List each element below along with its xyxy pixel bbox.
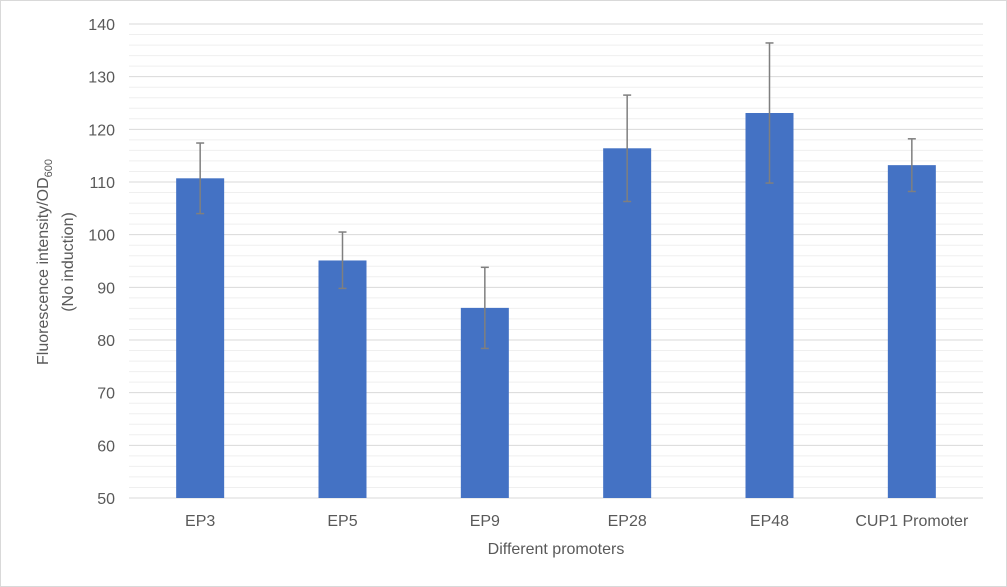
y-tick-label: 130 [88, 70, 115, 87]
y-tick-label: 80 [97, 333, 115, 350]
bar [176, 178, 225, 498]
y-tick-label: 100 [88, 228, 115, 245]
error-bar [480, 266, 489, 350]
y-tick-label: 140 [88, 17, 115, 34]
x-category-label: EP3 [185, 513, 215, 530]
y-axis-title: Fluorescence intensity/OD600 (No inducti… [35, 159, 77, 365]
y-tick-label: 90 [97, 280, 115, 297]
y-axis-title-main: Fluorescence intensity/OD [35, 177, 52, 365]
y-tick-label: 70 [97, 386, 115, 403]
error-bar [338, 231, 347, 290]
x-category-labels: EP3 EP5 EP9 EP28 EP48 CUP1 Promoter [185, 513, 969, 530]
bar [603, 148, 652, 498]
y-axis-title-line2: (No induction) [60, 212, 77, 312]
y-tick-labels: 50 60 70 80 90 100 110 120 130 140 [88, 17, 115, 508]
svg-text:Fluorescence intensity/OD600: Fluorescence intensity/OD600 [35, 159, 55, 365]
bar [887, 165, 936, 498]
y-tick-label: 120 [88, 122, 115, 139]
x-category-label: EP28 [608, 513, 647, 530]
x-category-label: CUP1 Promoter [855, 513, 969, 530]
bars [176, 113, 936, 499]
y-axis-title-subscript: 600 [43, 159, 55, 177]
y-tick-label: 60 [97, 438, 115, 455]
error-bar [907, 138, 916, 193]
error-bar [765, 42, 774, 184]
y-tick-label: 50 [97, 491, 115, 508]
bar [318, 260, 367, 498]
error-bars [196, 42, 916, 350]
x-category-label: EP9 [470, 513, 500, 530]
gridlines [129, 23, 983, 499]
x-axis-title: Different promoters [488, 541, 625, 558]
y-tick-label: 110 [89, 175, 115, 192]
error-bar [623, 94, 632, 203]
error-bar [196, 142, 205, 215]
x-category-label: EP48 [750, 513, 789, 530]
x-category-label: EP5 [327, 513, 357, 530]
